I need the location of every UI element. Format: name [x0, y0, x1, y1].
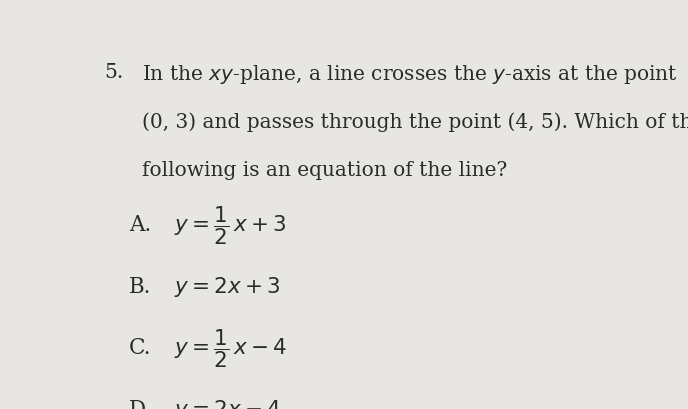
- Text: In the $xy$-plane, a line crosses the $y$-axis at the point: In the $xy$-plane, a line crosses the $y…: [142, 63, 678, 86]
- Text: C.: C.: [129, 337, 151, 359]
- Text: following is an equation of the line?: following is an equation of the line?: [142, 161, 507, 180]
- Text: $y = \dfrac{1}{2}\,x + 3$: $y = \dfrac{1}{2}\,x + 3$: [174, 204, 286, 247]
- Text: B.: B.: [129, 276, 151, 298]
- Text: $y = 2x - 4$: $y = 2x - 4$: [174, 398, 281, 409]
- Text: $y = \dfrac{1}{2}\,x - 4$: $y = \dfrac{1}{2}\,x - 4$: [174, 327, 287, 370]
- Text: (0, 3) and passes through the point (4, 5). Which of the: (0, 3) and passes through the point (4, …: [142, 112, 688, 132]
- Text: A.: A.: [129, 214, 151, 236]
- Text: D.: D.: [129, 399, 152, 409]
- Text: 5.: 5.: [105, 63, 124, 82]
- Text: $y = 2x + 3$: $y = 2x + 3$: [174, 275, 280, 299]
